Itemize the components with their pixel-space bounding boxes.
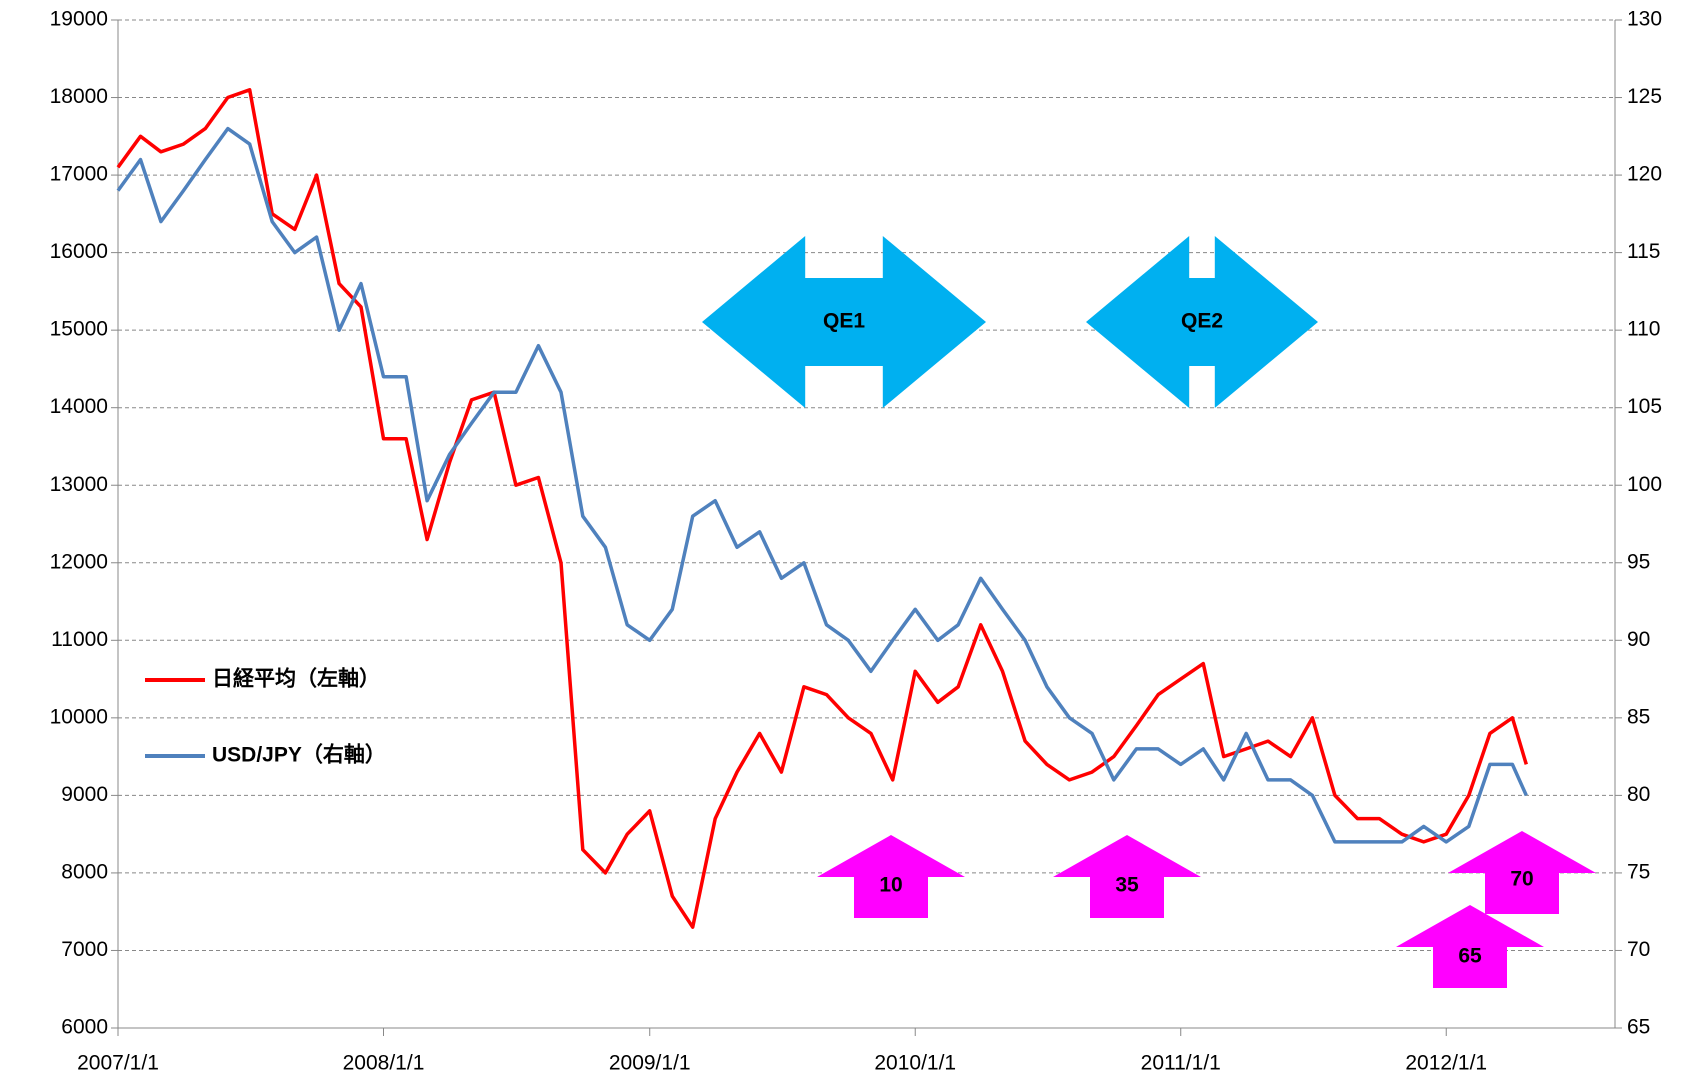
x-tick-label: 2009/1/1 bbox=[609, 1052, 691, 1075]
x-tick-label: 2008/1/1 bbox=[343, 1052, 425, 1075]
annotation-label: 70 bbox=[1510, 868, 1533, 891]
x-tick-label: 2012/1/1 bbox=[1405, 1052, 1487, 1075]
y-tick-label: 12000 bbox=[50, 550, 108, 573]
annotation-label: 35 bbox=[1115, 874, 1139, 897]
legend-label: USD/JPY（右軸） bbox=[212, 743, 386, 767]
y2-tick-label: 120 bbox=[1627, 163, 1662, 186]
annotation-arrow bbox=[817, 835, 965, 918]
y2-tick-label: 80 bbox=[1627, 783, 1650, 806]
x-tick-label: 2010/1/1 bbox=[874, 1052, 956, 1075]
annotation-arrow bbox=[1396, 905, 1544, 988]
y-tick-label: 7000 bbox=[61, 938, 108, 961]
annotation-label: QE2 bbox=[1181, 310, 1223, 333]
y2-tick-label: 65 bbox=[1627, 1016, 1650, 1039]
y2-tick-label: 85 bbox=[1627, 705, 1650, 728]
y-tick-label: 9000 bbox=[61, 783, 108, 806]
line-series bbox=[116, 126, 1528, 844]
annotation-label: QE1 bbox=[823, 310, 865, 333]
y-tick-label: 17000 bbox=[50, 163, 108, 186]
y-tick-label: 18000 bbox=[50, 85, 108, 108]
y-tick-label: 16000 bbox=[50, 240, 108, 263]
y2-tick-label: 125 bbox=[1627, 85, 1662, 108]
y-tick-label: 15000 bbox=[50, 318, 108, 341]
y2-tick-label: 130 bbox=[1627, 8, 1662, 31]
y-tick-label: 13000 bbox=[50, 473, 108, 496]
legend-label: 日経平均（左軸） bbox=[212, 667, 380, 691]
y2-tick-label: 90 bbox=[1627, 628, 1650, 651]
y-tick-label: 10000 bbox=[50, 705, 108, 728]
y-tick-label: 8000 bbox=[61, 860, 108, 883]
y-tick-label: 6000 bbox=[61, 1016, 108, 1039]
y2-tick-label: 110 bbox=[1627, 318, 1660, 341]
annotation-label: 65 bbox=[1458, 945, 1482, 968]
y-tick-label: 14000 bbox=[50, 395, 108, 418]
y2-tick-label: 115 bbox=[1627, 240, 1660, 263]
y-tick-label: 11000 bbox=[51, 628, 108, 651]
annotation-arrow bbox=[1053, 835, 1201, 918]
x-tick-label: 2007/1/1 bbox=[77, 1052, 159, 1075]
annotation-arrow bbox=[1086, 236, 1318, 408]
annotation-label: 10 bbox=[879, 874, 902, 897]
y2-tick-label: 105 bbox=[1627, 395, 1662, 418]
annotation-arrow bbox=[702, 236, 986, 408]
y-tick-label: 19000 bbox=[50, 8, 108, 31]
y2-tick-label: 95 bbox=[1627, 550, 1650, 573]
x-tick-label: 2011/1/1 bbox=[1141, 1052, 1221, 1075]
annotation-arrow bbox=[1448, 831, 1596, 914]
y2-tick-label: 70 bbox=[1627, 938, 1650, 961]
y2-tick-label: 75 bbox=[1627, 860, 1650, 883]
y2-tick-label: 100 bbox=[1627, 473, 1662, 496]
